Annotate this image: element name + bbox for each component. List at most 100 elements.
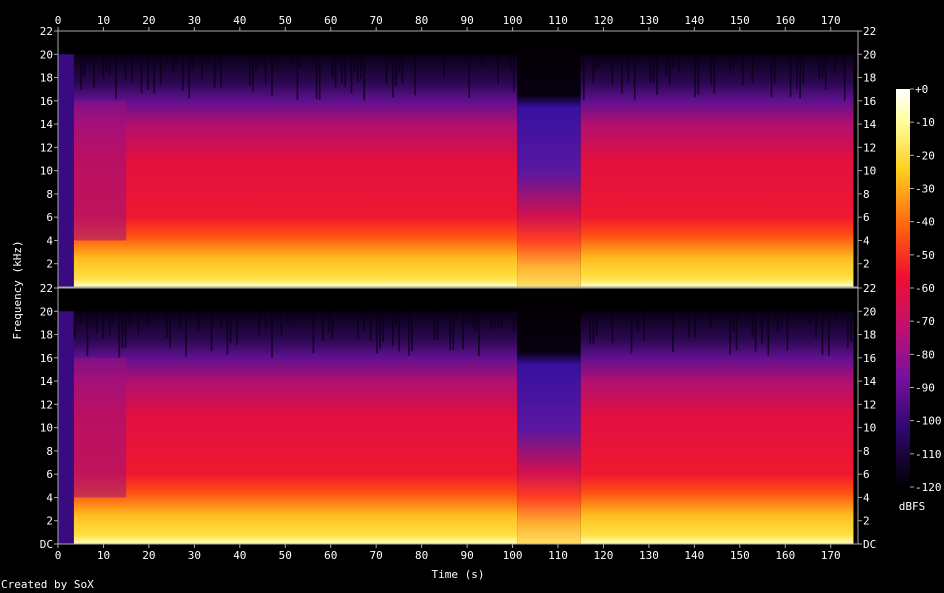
spectral-gap [360, 54, 362, 79]
spectral-gap [178, 311, 181, 330]
quiet-section [517, 31, 581, 287]
x-tick-label: 50 [279, 549, 292, 562]
x-tick-label: 0 [55, 14, 62, 27]
spectral-gap [694, 311, 696, 337]
spectral-gap [611, 311, 614, 343]
x-tick-label: 160 [775, 14, 795, 27]
spectral-gap [697, 54, 700, 95]
x-tick-label: 100 [503, 14, 523, 27]
y-tick-label: 6 [863, 211, 870, 224]
x-tick-label: 20 [142, 549, 155, 562]
y-tick-label: 8 [46, 188, 53, 201]
spectral-gap [484, 311, 486, 312]
spectral-gap [455, 311, 458, 319]
spectral-gap [115, 54, 117, 99]
x-tick-label: 0 [55, 549, 62, 562]
y-tick-label: 8 [863, 188, 870, 201]
spectral-gap [780, 311, 782, 323]
spectral-gap [490, 311, 493, 329]
colorbar-tick-label: -10 [915, 116, 935, 129]
y-tick-label: 22 [863, 282, 876, 295]
colorbar-tick-label: -100 [915, 415, 942, 428]
spectral-gap [672, 311, 674, 352]
intro-haze [73, 357, 127, 498]
spectral-gap [344, 54, 346, 88]
spectral-gap [850, 311, 852, 343]
spectral-gap [105, 311, 108, 320]
spectral-gap [341, 54, 343, 85]
spectral-gap [392, 54, 394, 98]
y-tick-label: 14 [40, 118, 54, 131]
x-tick-label: 140 [684, 14, 704, 27]
spectral-gap [124, 54, 127, 81]
spectral-gap [754, 311, 757, 352]
y-tick-label: 20 [40, 48, 53, 61]
spectral-gap [516, 311, 518, 325]
spectral-gap [255, 54, 257, 69]
spectral-gap [252, 54, 254, 91]
spectral-gap [611, 54, 614, 85]
y-tick-label: 12 [863, 398, 876, 411]
spectral-gap [105, 54, 108, 70]
spectral-gap [296, 54, 299, 100]
x-tick-label: 10 [97, 14, 110, 27]
spectral-gap [656, 54, 658, 95]
y-tick-label: 22 [40, 25, 53, 38]
y-tick-label: 18 [40, 329, 53, 342]
spectral-gap [86, 311, 89, 357]
y-tick-label: 12 [863, 141, 876, 154]
y-tick-label: 6 [46, 468, 53, 481]
spectral-gap [621, 54, 623, 94]
spectral-gap [312, 311, 315, 354]
x-tick-label: 50 [279, 14, 292, 27]
spectral-gap [688, 54, 690, 57]
spectral-gap [131, 54, 133, 82]
spectral-gap [280, 311, 283, 337]
spectral-gap [468, 54, 471, 98]
spectral-gap [653, 54, 655, 83]
spectral-gap [83, 311, 86, 314]
spectral-gap [761, 311, 763, 345]
spectral-gap [493, 311, 496, 326]
x-tick-label: 20 [142, 14, 155, 27]
spectral-gap [229, 311, 232, 343]
x-tick-label: 40 [233, 14, 246, 27]
spectral-gap [385, 54, 388, 85]
spectral-gap [815, 311, 817, 339]
spectral-gap [353, 54, 356, 72]
panel-border [57, 287, 859, 545]
outro-section [580, 54, 854, 287]
spectral-gap [627, 54, 630, 83]
spectral-gap [395, 311, 397, 326]
y-tick-label: 16 [40, 352, 53, 365]
spectral-gap [490, 54, 493, 60]
spectral-gap [322, 311, 324, 341]
spectral-gap [159, 54, 162, 85]
spectral-gap [220, 311, 222, 327]
spectral-gap [436, 311, 439, 340]
spectral-gap [366, 311, 369, 317]
colorbar-tick-label: -60 [915, 282, 935, 295]
spectral-gap [637, 54, 639, 67]
spectral-gap [500, 311, 502, 328]
y-tick-label: 6 [863, 468, 870, 481]
spectral-gap [248, 54, 251, 86]
spectral-gap [710, 311, 712, 329]
colorbar-tick-label: -40 [915, 216, 935, 229]
spectral-gap [86, 54, 89, 60]
y-tick-label: 18 [863, 329, 876, 342]
y-tick-label: 8 [46, 445, 53, 458]
spectral-gap [770, 54, 773, 97]
spectral-gap [411, 311, 413, 352]
spectral-gap [210, 311, 213, 351]
y-tick-label: DC [863, 538, 876, 551]
intro-band [58, 54, 74, 287]
x-tick-label: 170 [821, 549, 841, 562]
colorbar-tick-label: -50 [915, 249, 935, 262]
spectral-gap [166, 54, 168, 60]
spectral-gap [182, 54, 184, 91]
spectral-gap [395, 54, 397, 87]
x-tick-label: 60 [324, 549, 337, 562]
spectral-gap [93, 54, 95, 88]
colorbar-tick-label: -70 [915, 315, 935, 328]
